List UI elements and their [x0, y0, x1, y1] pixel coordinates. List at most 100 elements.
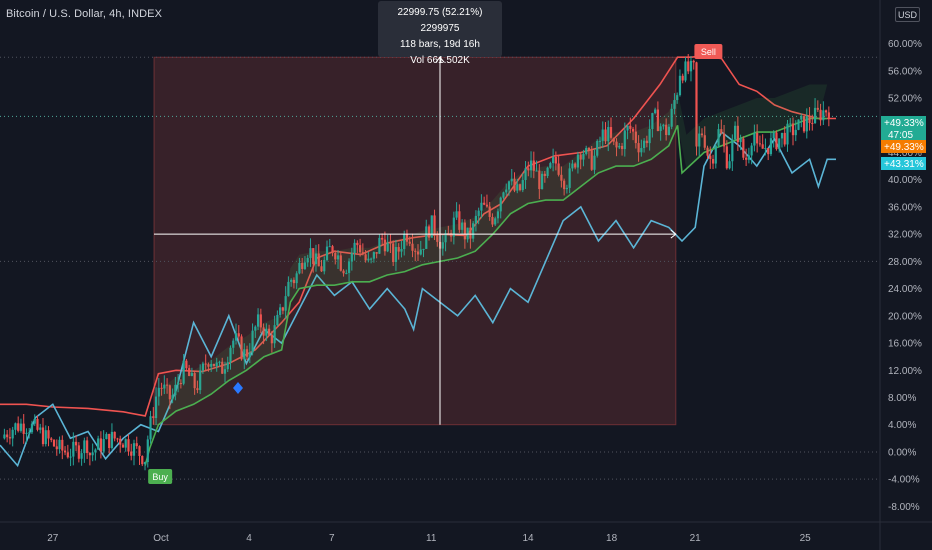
price-tag-countdown: 47:05	[888, 130, 913, 141]
candle	[188, 368, 191, 376]
candle	[28, 432, 31, 434]
x-tick-label: 14	[522, 533, 534, 544]
candle	[739, 138, 742, 143]
candle	[317, 253, 320, 267]
candle	[270, 334, 273, 344]
candle	[590, 150, 593, 170]
candle	[342, 270, 345, 274]
candle	[491, 216, 494, 225]
candle	[370, 258, 373, 260]
candle	[17, 423, 20, 431]
candle	[408, 241, 411, 244]
candle	[262, 327, 265, 336]
candle	[58, 439, 61, 450]
y-tick-label: 24.00%	[888, 284, 922, 295]
candle	[207, 364, 210, 367]
candle	[179, 383, 182, 385]
candle	[237, 333, 240, 337]
price-tag	[881, 140, 926, 153]
candle	[733, 125, 737, 140]
candle	[783, 132, 786, 145]
candle	[339, 255, 342, 271]
candle	[392, 243, 395, 263]
sell-marker-box	[694, 44, 723, 59]
candle	[232, 340, 235, 348]
candle	[182, 360, 185, 384]
candle	[654, 109, 657, 114]
candle	[127, 439, 130, 452]
price-tag-label: +49.33%	[884, 118, 924, 129]
candle	[706, 147, 709, 156]
candle	[554, 156, 557, 164]
y-tick-label: 16.00%	[888, 339, 922, 350]
candle	[494, 218, 497, 225]
candle	[813, 107, 817, 124]
candle	[764, 147, 767, 149]
candle	[593, 155, 596, 170]
candle	[378, 237, 381, 254]
candle	[403, 234, 406, 250]
candle	[102, 439, 105, 452]
candle	[455, 211, 458, 218]
candle	[405, 234, 409, 242]
candle	[251, 330, 254, 353]
y-tick-label: 44.00%	[888, 148, 922, 159]
candle	[41, 427, 45, 445]
candle	[767, 147, 770, 155]
candle	[248, 352, 251, 357]
candle	[218, 361, 221, 363]
candle	[574, 163, 577, 168]
y-tick-label: 56.00%	[888, 66, 922, 77]
candle	[604, 129, 607, 142]
candle	[775, 132, 778, 150]
candle	[108, 433, 111, 448]
x-tick-label: Oct	[153, 533, 169, 544]
candle	[505, 189, 508, 193]
candle	[204, 363, 207, 365]
candle	[546, 167, 549, 176]
candle	[168, 385, 171, 400]
candle	[110, 431, 114, 448]
candle	[742, 138, 745, 158]
measure-line-price: 22999.75 (52.21%) 2299975	[397, 7, 483, 34]
y-tick-label: -4.00%	[888, 475, 920, 486]
candle	[640, 148, 643, 153]
candle	[229, 347, 232, 363]
y-tick-label: 36.00%	[888, 202, 922, 213]
candle	[469, 227, 472, 239]
candle	[309, 248, 312, 258]
y-tick-label: 60.00%	[888, 39, 922, 50]
candle	[430, 215, 433, 238]
arrow-head-right	[670, 229, 677, 239]
candle	[8, 437, 12, 439]
candle	[662, 124, 665, 127]
candle	[83, 440, 86, 454]
y-tick-label: -8.00%	[888, 502, 920, 513]
candle	[61, 439, 64, 451]
x-tick-label: 11	[426, 533, 437, 544]
candle	[91, 452, 94, 456]
candle	[816, 107, 819, 110]
candle	[146, 439, 149, 463]
candle	[794, 129, 797, 136]
axis-unit-button[interactable]: USD	[895, 7, 920, 22]
candle	[789, 123, 792, 125]
candle	[524, 168, 527, 181]
price-tag-label: +49.33%	[884, 142, 924, 153]
candle	[77, 445, 80, 459]
candle	[571, 163, 574, 169]
measure-line-volume: Vol 661.502K	[410, 55, 470, 66]
candle	[618, 145, 621, 148]
x-tick-label: 21	[690, 533, 702, 544]
candle	[149, 416, 152, 440]
candle	[356, 242, 359, 246]
candle	[215, 362, 218, 367]
candle	[499, 197, 502, 212]
buy-marker-label: Buy	[152, 472, 168, 482]
y-tick-label: 0.00%	[888, 447, 916, 458]
measure-line-bars: 118 bars, 19d 16h	[400, 39, 480, 50]
candle	[30, 423, 34, 433]
candle	[361, 252, 364, 255]
candle	[66, 452, 69, 458]
